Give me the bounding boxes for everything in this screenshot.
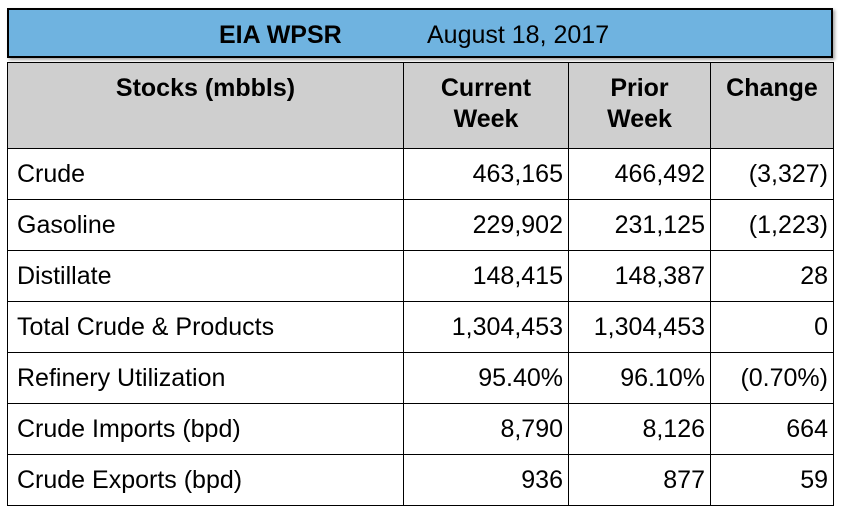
row-label: Crude bbox=[7, 148, 404, 200]
prior-week-value: 877 bbox=[568, 454, 711, 506]
row-label: Total Crude & Products bbox=[7, 301, 404, 353]
change-value: (0.70%) bbox=[710, 352, 834, 404]
prior-week-value: 96.10% bbox=[568, 352, 711, 404]
table-row: Total Crude & Products 1,304,453 1,304,4… bbox=[7, 301, 834, 353]
column-header-stocks: Stocks (mbbls) bbox=[7, 62, 404, 149]
column-header-prior-week: Prior Week bbox=[568, 62, 711, 149]
report-date: August 18, 2017 bbox=[427, 21, 610, 49]
column-header-change: Change bbox=[710, 62, 834, 149]
table-row: Gasoline 229,902 231,125 (1,223) bbox=[7, 199, 834, 251]
row-label: Gasoline bbox=[7, 199, 404, 251]
prior-week-value: 8,126 bbox=[568, 403, 711, 455]
prior-week-value: 148,387 bbox=[568, 250, 711, 302]
report-source-title: EIA WPSR bbox=[219, 21, 342, 49]
row-label: Refinery Utilization bbox=[7, 352, 404, 404]
row-label: Distillate bbox=[7, 250, 404, 302]
current-week-value: 148,415 bbox=[403, 250, 569, 302]
column-header-prior-line1: Prior bbox=[610, 74, 669, 102]
column-header-current-line2: Week bbox=[453, 105, 519, 133]
column-header-stocks-label: Stocks (mbbls) bbox=[115, 74, 296, 102]
column-header-change-label: Change bbox=[726, 74, 818, 102]
table-row: Crude Imports (bpd) 8,790 8,126 664 bbox=[7, 403, 834, 455]
prior-week-value: 1,304,453 bbox=[568, 301, 711, 353]
current-week-value: 1,304,453 bbox=[403, 301, 569, 353]
change-value: 0 bbox=[710, 301, 834, 353]
change-value: (1,223) bbox=[710, 199, 834, 251]
stocks-table: Stocks (mbbls) Current Week Prior Week C… bbox=[7, 62, 834, 506]
column-header-current-line1: Current bbox=[440, 74, 532, 102]
prior-week-value: 466,492 bbox=[568, 148, 711, 200]
prior-week-value: 231,125 bbox=[568, 199, 711, 251]
current-week-value: 936 bbox=[403, 454, 569, 506]
report-table-container: EIA WPSR August 18, 2017 Stocks (mbbls) … bbox=[7, 8, 834, 506]
current-week-value: 8,790 bbox=[403, 403, 569, 455]
row-label: Crude Exports (bpd) bbox=[7, 454, 404, 506]
table-row: Distillate 148,415 148,387 28 bbox=[7, 250, 834, 302]
current-week-value: 229,902 bbox=[403, 199, 569, 251]
row-label: Crude Imports (bpd) bbox=[7, 403, 404, 455]
change-value: 28 bbox=[710, 250, 834, 302]
column-header-current-week: Current Week bbox=[403, 62, 569, 149]
table-row: Crude Exports (bpd) 936 877 59 bbox=[7, 454, 834, 506]
change-value: (3,327) bbox=[710, 148, 834, 200]
table-row: Refinery Utilization 95.40% 96.10% (0.70… bbox=[7, 352, 834, 404]
header-row: Stocks (mbbls) Current Week Prior Week C… bbox=[7, 62, 834, 149]
table-row: Crude 463,165 466,492 (3,327) bbox=[7, 148, 834, 200]
change-value: 664 bbox=[710, 403, 834, 455]
column-header-prior-line2: Week bbox=[607, 105, 672, 133]
current-week-value: 95.40% bbox=[403, 352, 569, 404]
title-bar: EIA WPSR August 18, 2017 bbox=[7, 8, 833, 58]
change-value: 59 bbox=[710, 454, 834, 506]
current-week-value: 463,165 bbox=[403, 148, 569, 200]
